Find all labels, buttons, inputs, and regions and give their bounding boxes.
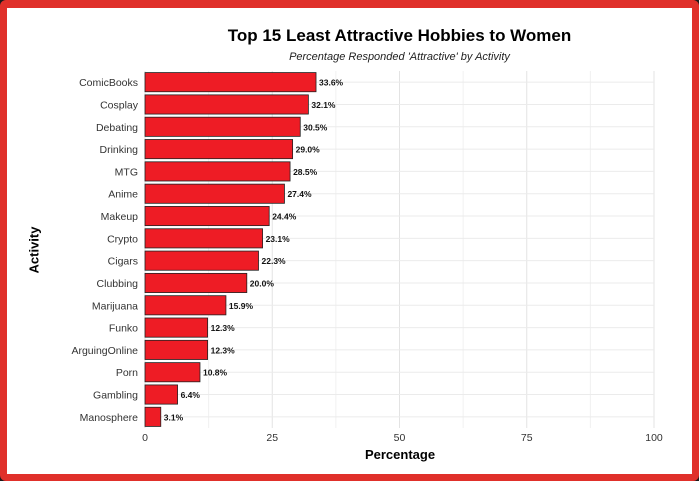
value-label: 22.3% xyxy=(262,256,287,266)
x-tick-label: 0 xyxy=(142,432,148,444)
category-label: Porn xyxy=(116,367,138,379)
bar xyxy=(144,116,301,137)
bar xyxy=(144,272,248,293)
category-label: Marijuana xyxy=(92,300,138,312)
value-label: 3.1% xyxy=(164,412,184,422)
bar xyxy=(144,72,317,93)
category-label: Anime xyxy=(108,189,138,201)
category-label: Manosphere xyxy=(80,412,139,424)
category-label: Debating xyxy=(96,122,138,134)
bar xyxy=(144,183,285,204)
bar xyxy=(144,94,309,115)
category-label: Clubbing xyxy=(97,278,139,290)
bar xyxy=(144,161,291,182)
value-label: 12.3% xyxy=(211,323,236,333)
category-label: MTG xyxy=(115,166,138,178)
value-label: 30.5% xyxy=(303,122,328,132)
x-tick-label: 100 xyxy=(645,432,663,444)
value-label: 28.5% xyxy=(293,167,318,177)
bar xyxy=(144,206,270,227)
category-label: Crypto xyxy=(107,233,138,245)
bar xyxy=(144,384,178,405)
category-label: Makeup xyxy=(101,211,139,223)
category-label: Cosplay xyxy=(100,99,139,111)
bar xyxy=(144,406,162,427)
bars-group xyxy=(144,72,317,427)
value-label: 23.1% xyxy=(266,234,291,244)
value-label: 33.6% xyxy=(319,78,344,88)
bar xyxy=(144,250,259,271)
category-label: Gambling xyxy=(93,390,138,402)
bar xyxy=(144,317,209,338)
category-label: Cigars xyxy=(108,256,138,268)
chart-title: Top 15 Least Attractive Hobbies to Women xyxy=(227,26,572,45)
bar xyxy=(144,339,209,360)
x-tick-labels: 0 25 50 75 100 xyxy=(142,432,663,444)
value-label: 20.0% xyxy=(250,278,275,288)
category-label: ComicBooks xyxy=(79,77,138,89)
value-label: 32.1% xyxy=(311,100,336,110)
x-tick-label: 75 xyxy=(521,432,533,444)
category-labels: ComicBooks Cosplay Debating Drinking MTG Anim… xyxy=(71,77,138,424)
value-label: 12.3% xyxy=(211,345,236,355)
bar xyxy=(144,228,263,249)
bar xyxy=(144,362,201,383)
value-label: 10.8% xyxy=(203,368,228,378)
value-labels: 33.6% 32.1% 30.5% 29.0% 28.5% 27.4% 24.4% 23.1%… xyxy=(164,78,344,423)
value-label: 27.4% xyxy=(287,189,312,199)
value-label: 29.0% xyxy=(296,145,321,155)
category-label: Drinking xyxy=(99,144,138,156)
x-tick-label: 50 xyxy=(394,432,406,444)
chart-subtitle: Percentage Responded 'Attractive' by Act… xyxy=(289,51,510,63)
value-label: 15.9% xyxy=(229,301,254,311)
x-axis-label: Percentage xyxy=(364,447,436,462)
category-label: ArguingOnline xyxy=(71,345,138,357)
bar xyxy=(144,295,227,316)
category-label: Funko xyxy=(109,323,138,335)
value-label: 6.4% xyxy=(181,390,201,400)
x-tick-label: 25 xyxy=(266,432,278,444)
bar xyxy=(144,139,294,160)
value-label: 24.4% xyxy=(272,212,297,222)
